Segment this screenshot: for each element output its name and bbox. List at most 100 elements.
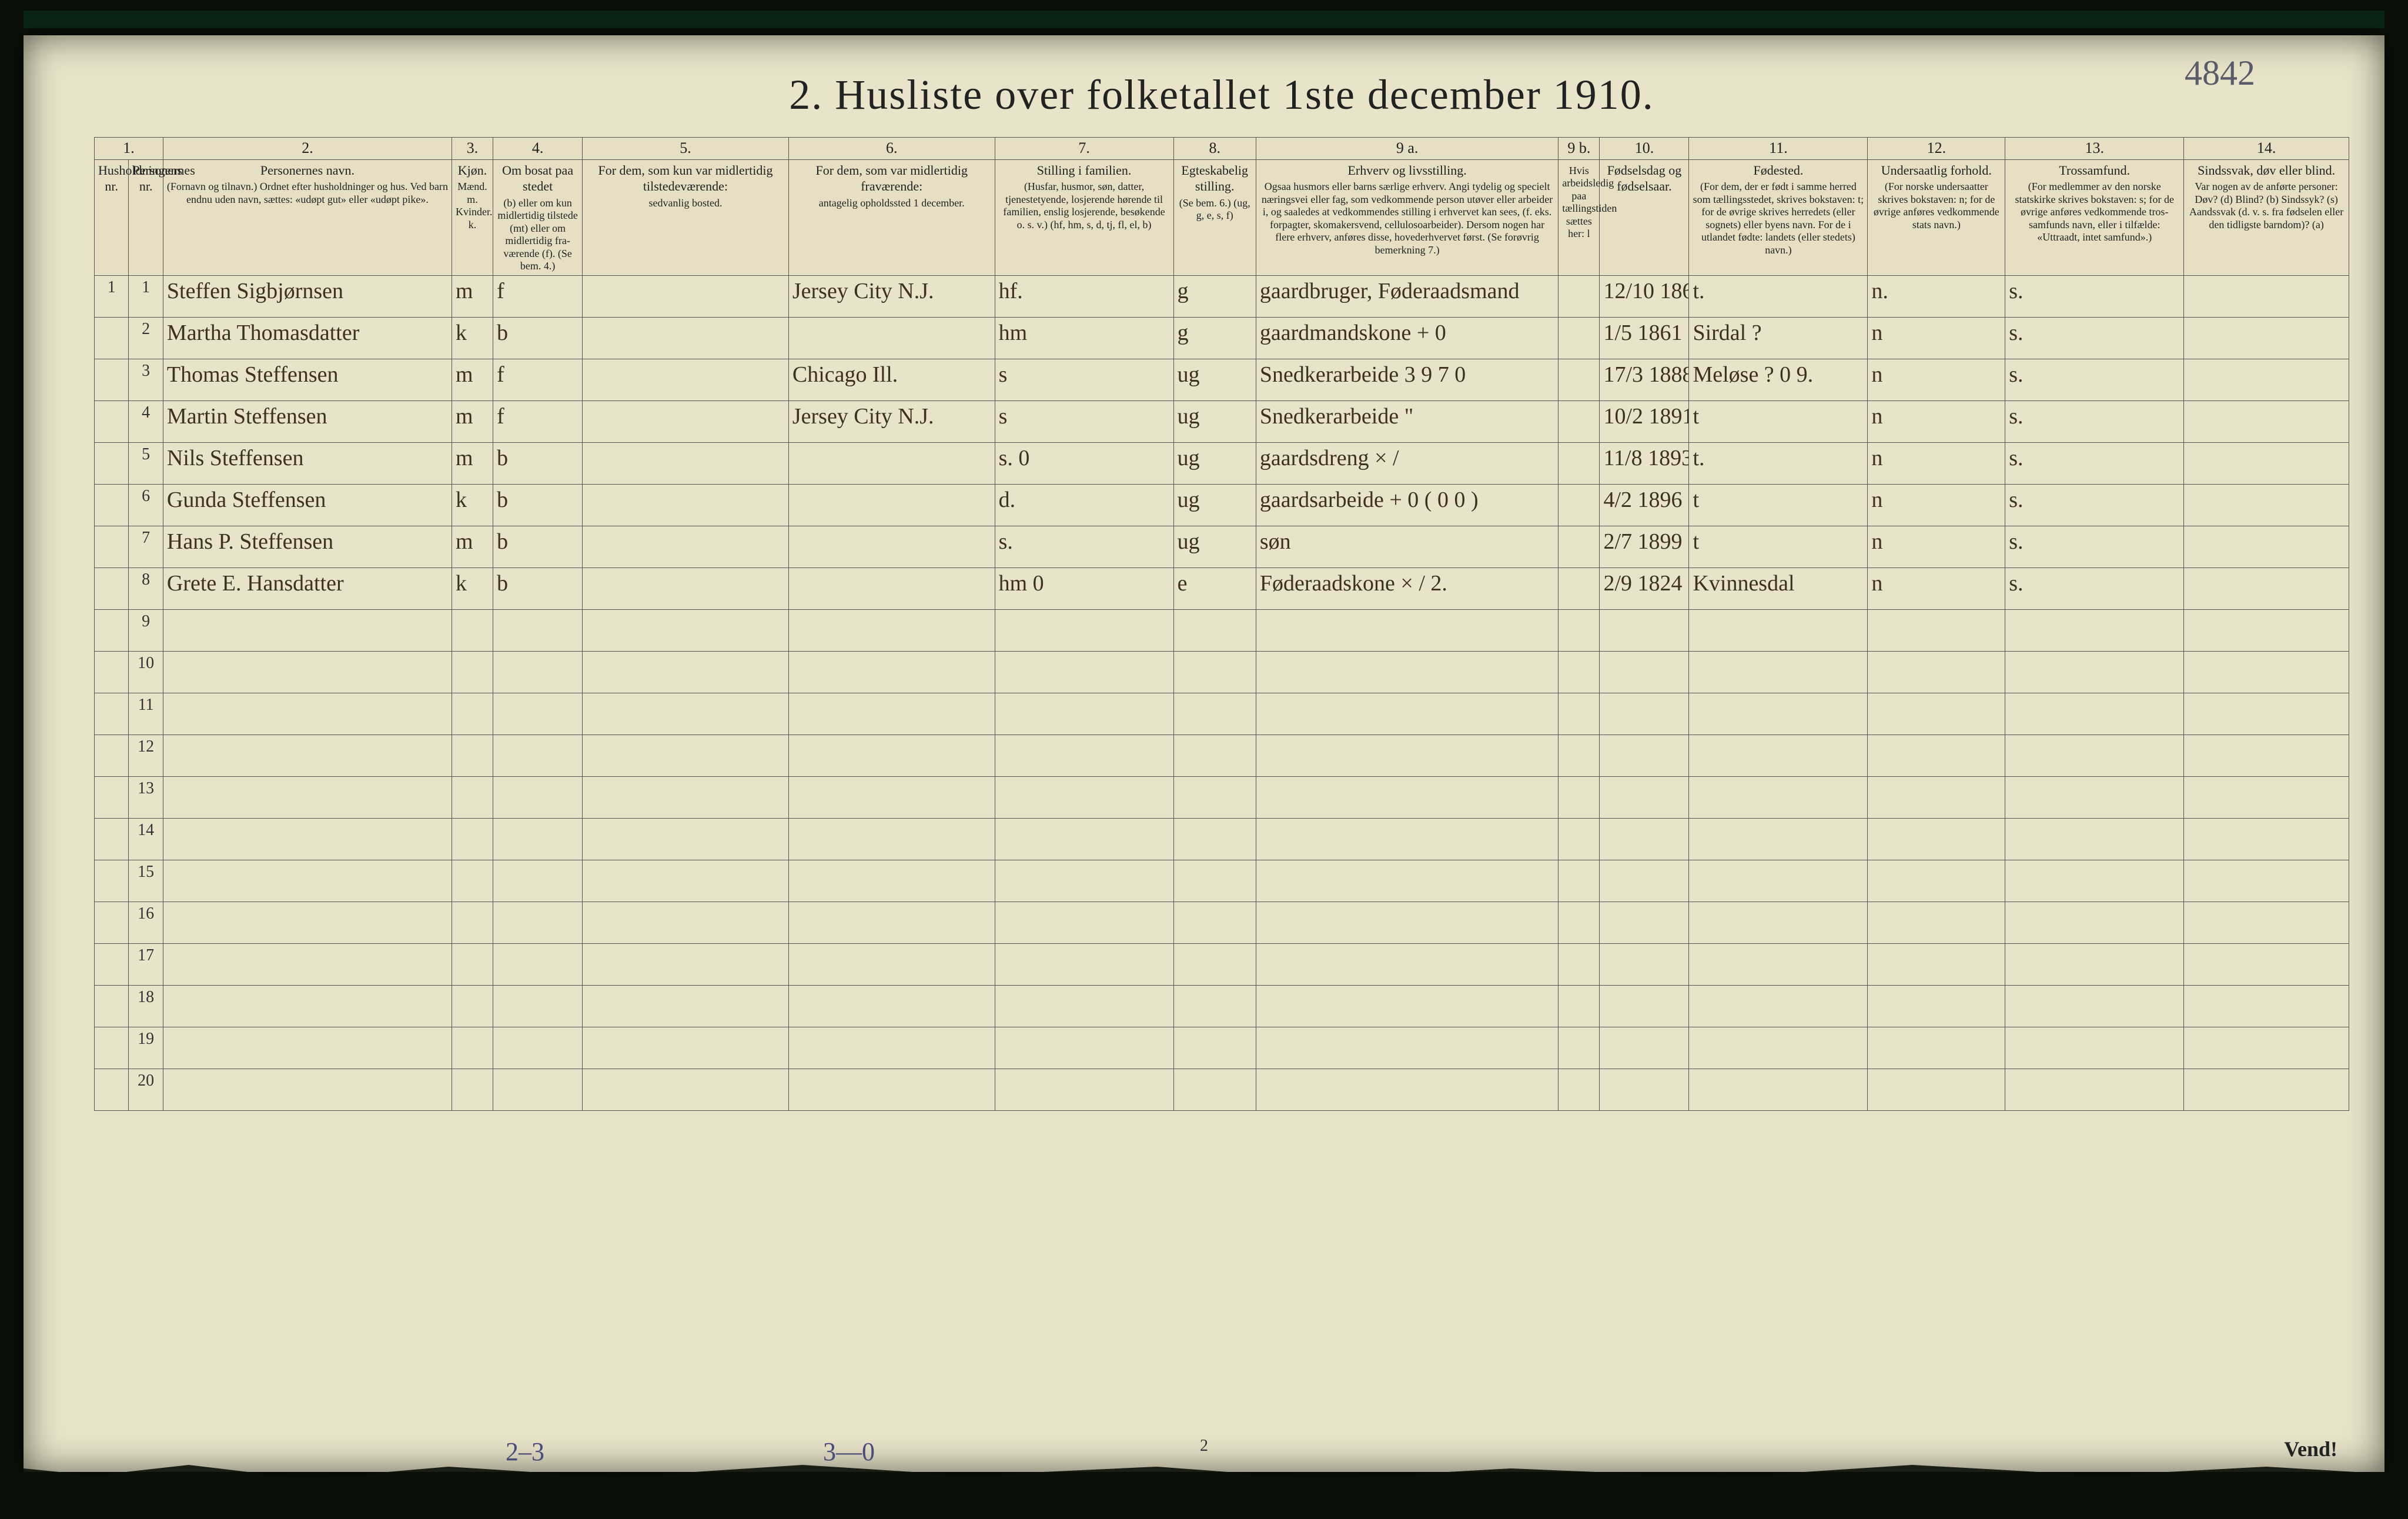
cell-faith: s. <box>2005 526 2184 568</box>
cell-nationality <box>1868 902 2005 944</box>
cell-name <box>163 860 452 902</box>
cell-resident <box>493 860 583 902</box>
cell-family_pos <box>995 819 1173 860</box>
cell-resident <box>493 944 583 986</box>
cell-marital: ug <box>1173 443 1256 485</box>
cell-family_pos <box>995 902 1173 944</box>
cell-pnr: 1 <box>129 276 163 318</box>
cell-birth <box>1600 860 1689 902</box>
cell-hnr <box>95 693 129 735</box>
cell-marital: g <box>1173 318 1256 359</box>
table-row-blank: 13 <box>95 777 2349 819</box>
cell-family_pos: s <box>995 401 1173 443</box>
cell-nationality <box>1868 986 2005 1027</box>
cell-sex <box>452 986 493 1027</box>
cell-nationality <box>1868 777 2005 819</box>
cell-resident: f <box>493 359 583 401</box>
cell-sex: m <box>452 401 493 443</box>
cell-pnr: 11 <box>129 693 163 735</box>
cell-disability <box>2184 443 2349 485</box>
cell-occupation <box>1256 1069 1558 1111</box>
cell-marital <box>1173 944 1256 986</box>
cell-name: Hans P. Steffensen <box>163 526 452 568</box>
cell-name <box>163 902 452 944</box>
colnum-11: 11. <box>1689 138 1868 160</box>
cell-birthplace <box>1689 777 1868 819</box>
cell-hnr <box>95 526 129 568</box>
cell-family_pos <box>995 777 1173 819</box>
cell-sex: k <box>452 318 493 359</box>
cell-hnr <box>95 944 129 986</box>
colnum-1: 1. <box>95 138 163 160</box>
cell-usual_home <box>583 318 789 359</box>
cell-name: Gunda Steffensen <box>163 485 452 526</box>
cell-away_at: Jersey City N.J. <box>788 276 995 318</box>
binding-holes <box>35 35 71 1472</box>
cell-family_pos: hm 0 <box>995 568 1173 610</box>
cell-hnr <box>95 610 129 652</box>
cell-hnr <box>95 902 129 944</box>
cell-name: Grete E. Hansdatter <box>163 568 452 610</box>
cell-occupation <box>1256 902 1558 944</box>
cell-birthplace: Sirdal ? <box>1689 318 1868 359</box>
cell-nationality: n <box>1868 443 2005 485</box>
cell-occupation: gaardsdreng × / <box>1256 443 1558 485</box>
cell-disability <box>2184 1027 2349 1069</box>
colnum-6: 6. <box>788 138 995 160</box>
colnum-7: 7. <box>995 138 1173 160</box>
colnum-5: 5. <box>583 138 789 160</box>
cell-occupation: gaardbruger, Føderaadsmand <box>1256 276 1558 318</box>
cell-usual_home <box>583 1027 789 1069</box>
cell-usual_home <box>583 986 789 1027</box>
cell-unemployed <box>1558 1027 1600 1069</box>
hdr-arbeidsledig: Hvis arbeidsledig paa tællingstiden sætt… <box>1558 159 1600 276</box>
cell-occupation <box>1256 944 1558 986</box>
cell-marital <box>1173 819 1256 860</box>
cell-marital <box>1173 652 1256 693</box>
cell-unemployed <box>1558 652 1600 693</box>
cell-faith: s. <box>2005 318 2184 359</box>
hdr-erhverv: Erhverv og livsstilling. Ogsaa husmors e… <box>1256 159 1558 276</box>
cell-name <box>163 610 452 652</box>
cell-family_pos: hf. <box>995 276 1173 318</box>
document-paper: 4842 2. Husliste over folketallet 1ste d… <box>24 35 2384 1472</box>
cell-disability <box>2184 777 2349 819</box>
table-row-blank: 11 <box>95 693 2349 735</box>
cell-resident <box>493 902 583 944</box>
cell-unemployed <box>1558 359 1600 401</box>
cell-resident: b <box>493 526 583 568</box>
cell-family_pos <box>995 652 1173 693</box>
table-row-blank: 12 <box>95 735 2349 777</box>
cell-disability <box>2184 735 2349 777</box>
scan-frame: 4842 2. Husliste over folketallet 1ste d… <box>0 0 2408 1519</box>
cell-birthplace <box>1689 902 1868 944</box>
cell-faith <box>2005 693 2184 735</box>
cell-sex <box>452 944 493 986</box>
table-row: 7Hans P. Steffensenmbs.ugsøn2/7 1899tns. <box>95 526 2349 568</box>
cell-birth: 1/5 1861 <box>1600 318 1689 359</box>
cell-pnr: 12 <box>129 735 163 777</box>
cell-usual_home <box>583 443 789 485</box>
footer-note-b: 3—0 <box>823 1437 875 1467</box>
cell-hnr <box>95 318 129 359</box>
cell-occupation: gaardsarbeide + 0 ( 0 0 ) <box>1256 485 1558 526</box>
cell-pnr: 7 <box>129 526 163 568</box>
cell-occupation <box>1256 1027 1558 1069</box>
cell-occupation <box>1256 986 1558 1027</box>
cell-usual_home <box>583 1069 789 1111</box>
cell-unemployed <box>1558 1069 1600 1111</box>
cell-name <box>163 1069 452 1111</box>
colnum-3: 3. <box>452 138 493 160</box>
cell-pnr: 17 <box>129 944 163 986</box>
cell-birthplace <box>1689 652 1868 693</box>
cell-name <box>163 986 452 1027</box>
cell-marital: e <box>1173 568 1256 610</box>
cell-family_pos: hm <box>995 318 1173 359</box>
cell-birthplace <box>1689 693 1868 735</box>
table-row-blank: 18 <box>95 986 2349 1027</box>
table-row: 5Nils Steffensenmbs. 0uggaardsdreng × /1… <box>95 443 2349 485</box>
cell-away_at <box>788 568 995 610</box>
cell-unemployed <box>1558 735 1600 777</box>
cell-away_at <box>788 777 995 819</box>
cell-faith <box>2005 777 2184 819</box>
